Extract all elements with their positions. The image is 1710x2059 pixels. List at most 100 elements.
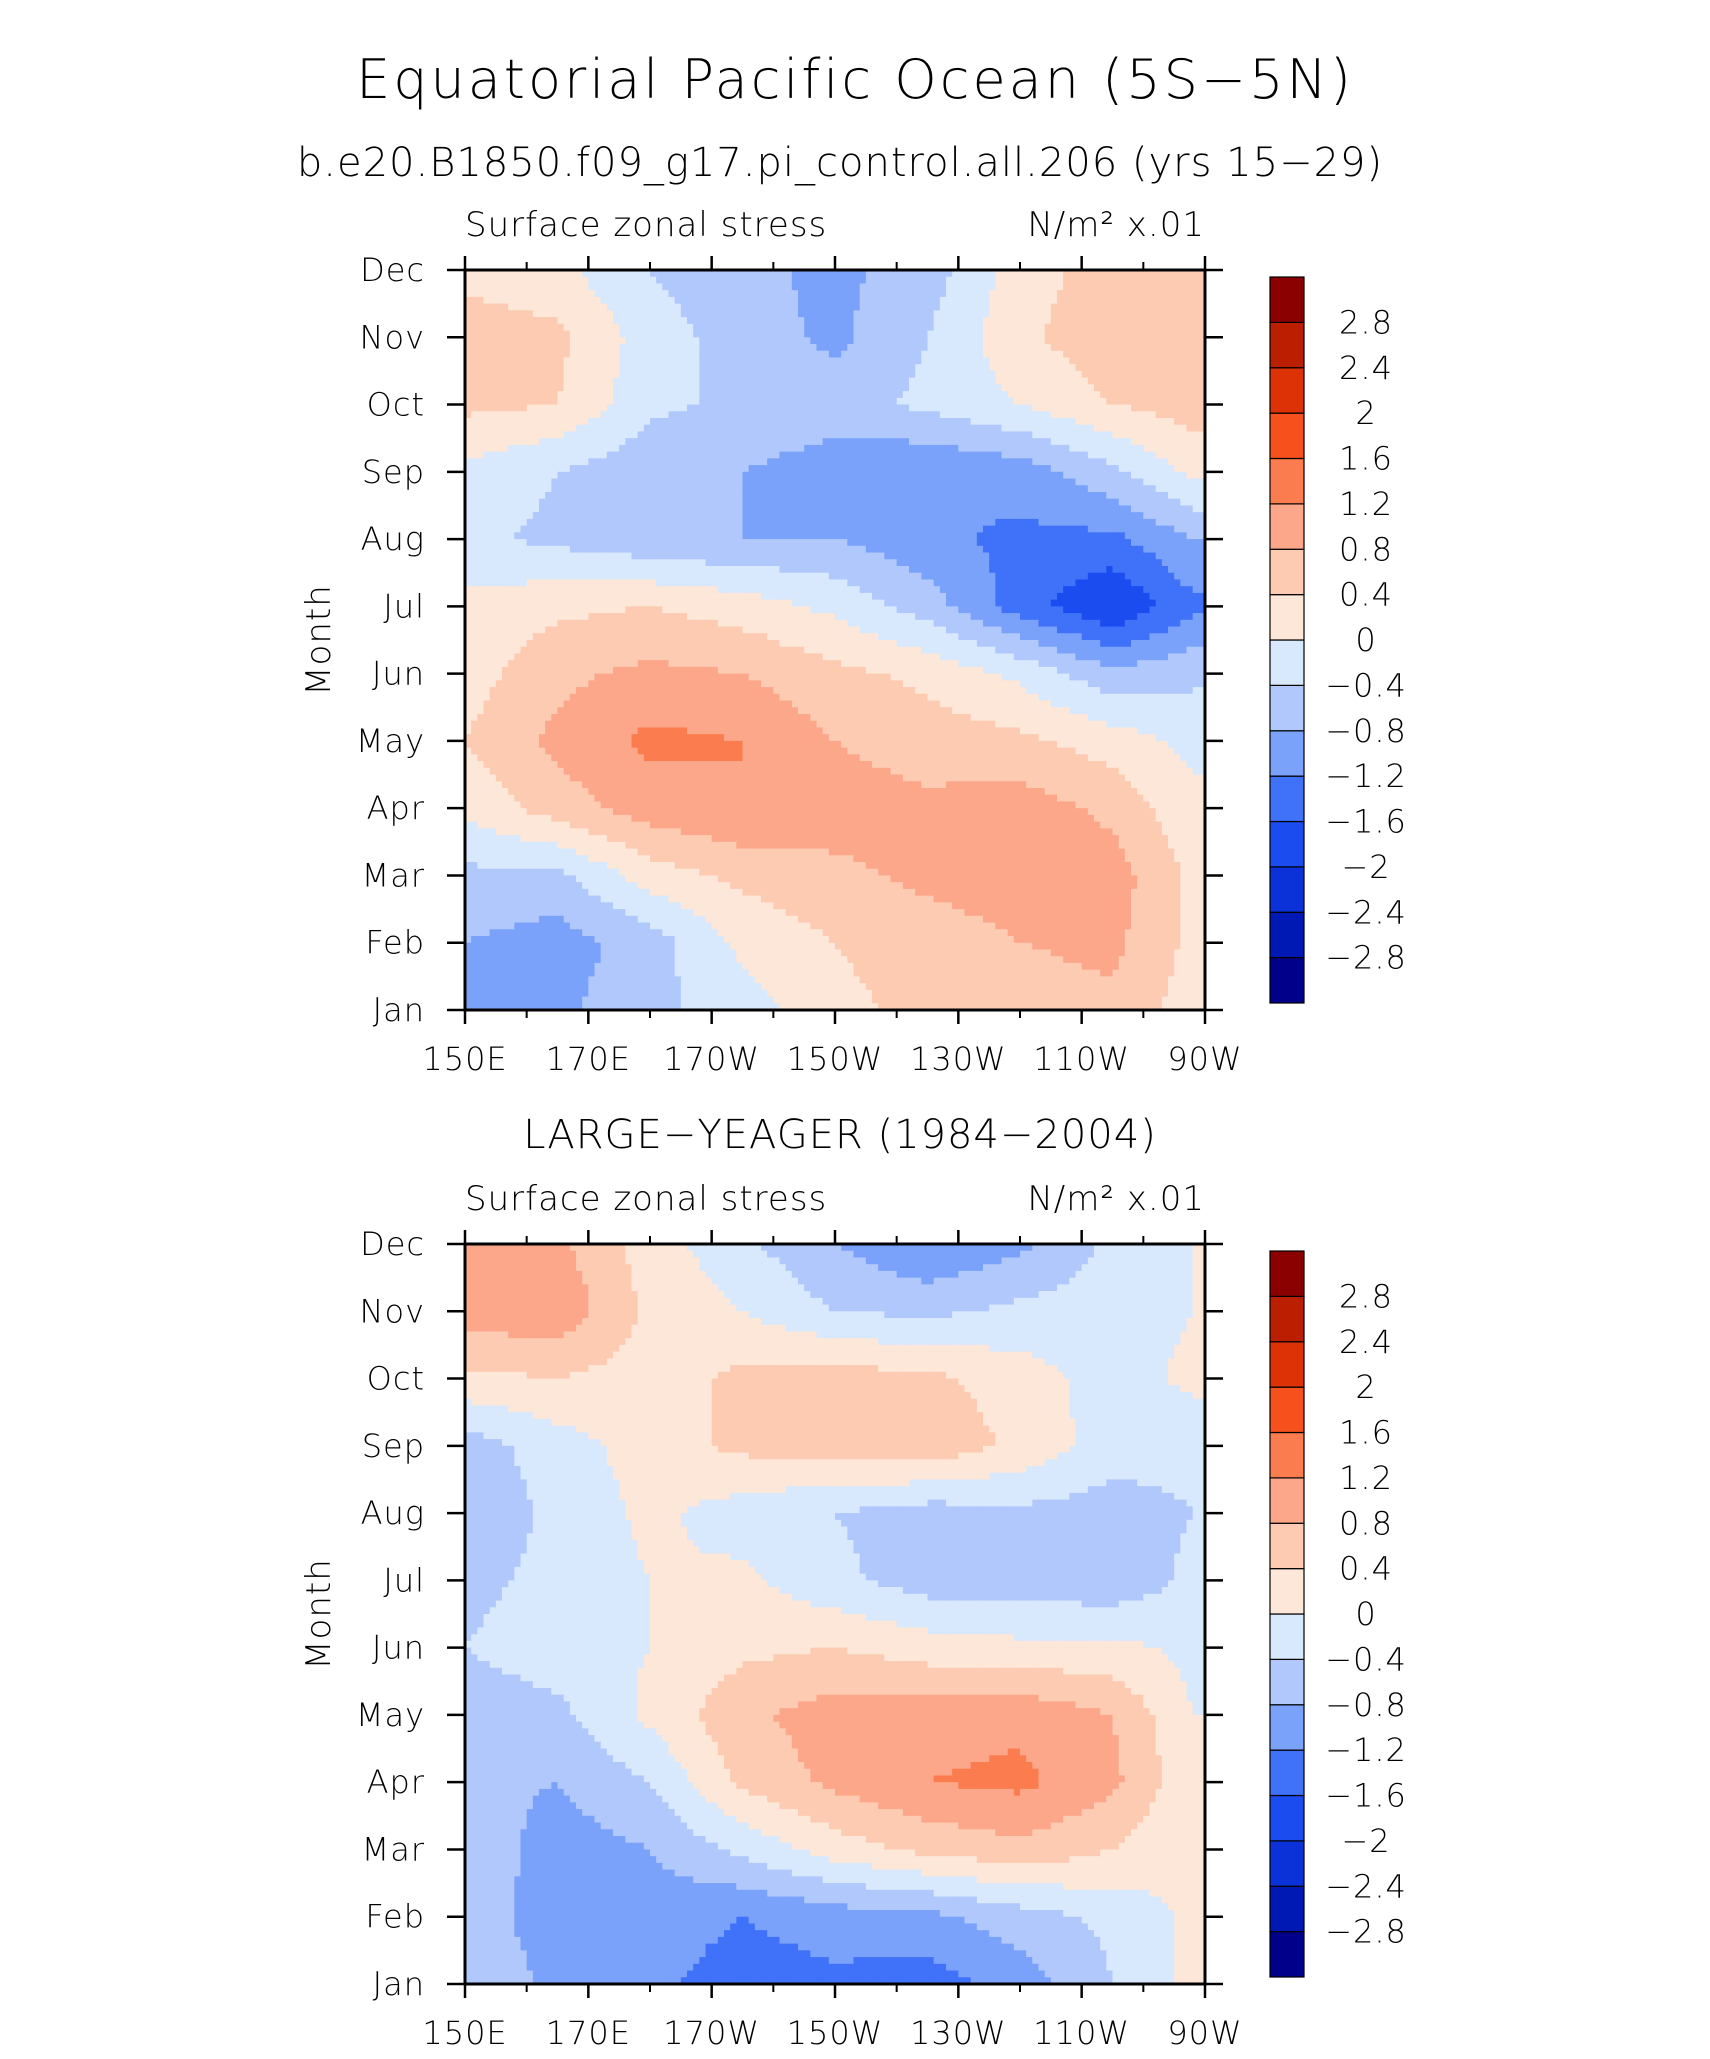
contour-cell: [1180, 317, 1187, 324]
contour-cell: [755, 304, 762, 311]
contour-cell: [792, 546, 799, 553]
contour-cell: [632, 458, 639, 465]
contour-cell: [1094, 485, 1101, 492]
contour-cell: [539, 445, 546, 452]
contour-cell: [558, 344, 565, 351]
contour-cell: [551, 344, 558, 351]
contour-cell: [878, 546, 885, 553]
contour-cell: [891, 304, 898, 311]
contour-cell: [983, 505, 990, 512]
contour-cell: [632, 378, 639, 385]
contour-cell: [1076, 519, 1083, 526]
contour-cell: [1082, 310, 1089, 317]
contour-cell: [644, 418, 651, 425]
contour-cell: [1113, 425, 1120, 432]
contour-cell: [1168, 438, 1175, 445]
contour-cell: [539, 344, 546, 351]
contour-cell: [946, 519, 953, 526]
contour-cell: [1150, 452, 1157, 459]
contour-cell: [699, 324, 706, 331]
contour-cell: [884, 337, 891, 344]
contour-cell: [1193, 283, 1200, 290]
contour-cell: [1014, 391, 1021, 398]
contour-cell: [675, 310, 682, 317]
contour-cell: [724, 357, 731, 364]
contour-cell: [1125, 297, 1132, 304]
contour-field: [465, 270, 1206, 1011]
contour-cell: [477, 310, 484, 317]
contour-cell: [632, 405, 639, 412]
contour-cell: [1082, 337, 1089, 344]
contour-cell: [1143, 499, 1150, 506]
contour-cell: [1193, 290, 1200, 297]
contour-cell: [527, 505, 534, 512]
contour-cell: [1057, 452, 1064, 459]
contour-cell: [829, 438, 836, 445]
contour-cell: [989, 277, 996, 284]
contour-cell: [736, 357, 743, 364]
contour-cell: [755, 418, 762, 425]
contour-cell: [471, 418, 478, 425]
contour-cell: [841, 384, 848, 391]
contour-cell: [835, 283, 842, 290]
contour-cell: [1026, 344, 1033, 351]
contour-cell: [1026, 337, 1033, 344]
contour-cell: [1057, 277, 1064, 284]
contour-cell: [477, 357, 484, 364]
contour-cell: [958, 499, 965, 506]
contour-cell: [971, 431, 978, 438]
contour-cell: [1014, 445, 1021, 452]
contour-cell: [1180, 364, 1187, 371]
contour-cell: [736, 391, 743, 398]
contour-cell: [638, 492, 645, 499]
contour-cell: [508, 465, 515, 472]
contour-cell: [761, 384, 768, 391]
contour-cell: [1150, 391, 1157, 398]
contour-cell: [1094, 317, 1101, 324]
contour-cell: [1143, 411, 1150, 418]
contour-cell: [971, 331, 978, 338]
contour-cell: [607, 431, 614, 438]
contour-cell: [958, 364, 965, 371]
contour-cell: [1069, 526, 1076, 533]
contour-cell: [718, 371, 725, 378]
contour-cell: [1187, 337, 1194, 344]
contour-cell: [792, 371, 799, 378]
contour-cell: [860, 418, 867, 425]
contour-cell: [804, 277, 811, 284]
contour-cell: [601, 324, 608, 331]
contour-cell: [847, 465, 854, 472]
contour-cell: [909, 304, 916, 311]
contour-cell: [928, 371, 935, 378]
contour-cell: [866, 539, 873, 546]
contour-cell: [847, 344, 854, 351]
contour-cell: [1076, 526, 1083, 533]
contour-cell: [792, 297, 799, 304]
contour-cell: [921, 431, 928, 438]
contour-cell: [761, 519, 768, 526]
contour-cell: [1008, 499, 1015, 506]
contour-cell: [897, 290, 904, 297]
contour-cell: [712, 371, 719, 378]
contour-cell: [638, 438, 645, 445]
contour-cell: [681, 290, 688, 297]
contour-cell: [773, 310, 780, 317]
contour-cell: [1180, 539, 1187, 546]
contour-cell: [891, 317, 898, 324]
contour-cell: [1174, 344, 1181, 351]
contour-cell: [644, 431, 651, 438]
contour-cell: [545, 297, 552, 304]
contour-cell: [736, 411, 743, 418]
contour-cell: [1180, 324, 1187, 331]
contour-cell: [601, 431, 608, 438]
contour-cell: [539, 485, 546, 492]
contour-cell: [965, 499, 972, 506]
contour-cell: [1131, 445, 1138, 452]
contour-cell: [780, 304, 787, 311]
contour-cell: [650, 472, 657, 479]
contour-cell: [1119, 479, 1126, 486]
contour-cell: [496, 519, 503, 526]
contour-cell: [484, 351, 491, 358]
contour-cell: [712, 458, 719, 465]
contour-cell: [946, 458, 953, 465]
